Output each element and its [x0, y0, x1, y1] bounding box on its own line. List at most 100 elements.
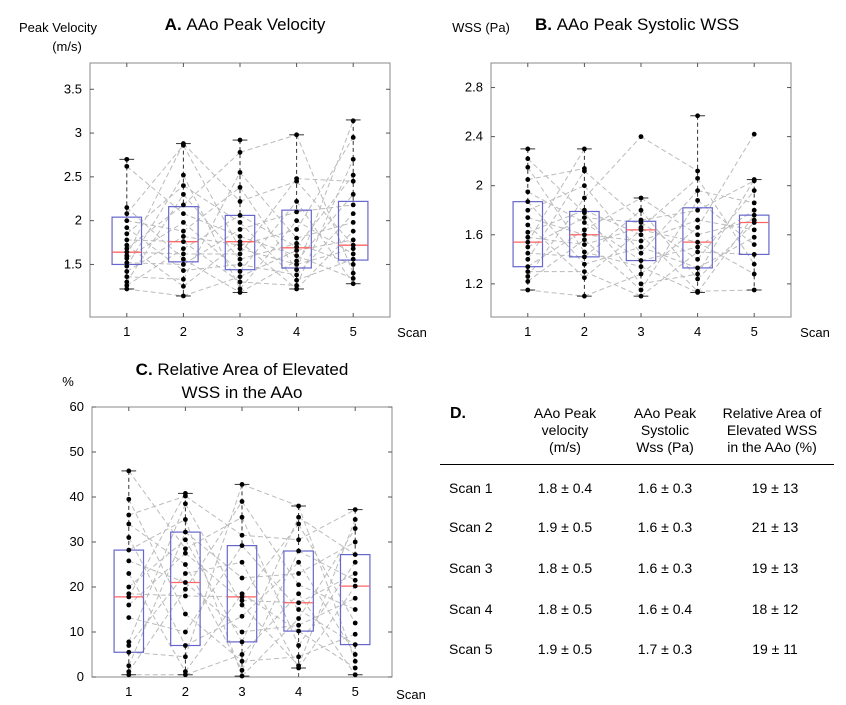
data-point — [296, 654, 302, 660]
data-point — [638, 271, 644, 277]
header-area-line3: in the AAo (%) — [727, 439, 817, 455]
data-point — [237, 137, 243, 143]
subject-connector — [527, 239, 585, 282]
subject-connector — [183, 228, 241, 265]
subject-connector — [296, 230, 354, 290]
data-point — [239, 543, 245, 548]
subject-connector — [239, 134, 297, 153]
subject-connector — [128, 560, 186, 583]
subject-connector — [584, 222, 642, 261]
data-point — [638, 281, 644, 287]
data-point — [296, 548, 302, 554]
data-point — [237, 246, 243, 252]
data-point — [350, 178, 356, 184]
row-label: Scan 1 — [449, 480, 493, 496]
chart-title-line2: WSS in the AAo — [182, 383, 303, 402]
data-point — [695, 276, 701, 282]
subject-connector — [640, 190, 698, 254]
subject-connector — [697, 236, 755, 269]
data-point — [180, 256, 186, 262]
subject-connector — [296, 180, 354, 246]
subject-connector — [183, 241, 241, 283]
data-point — [296, 514, 302, 520]
subject-connector — [126, 143, 184, 256]
data-point — [124, 249, 130, 255]
subject-connector — [241, 561, 299, 617]
y-axis-label-line2: (m/s) — [52, 39, 82, 54]
data-point — [237, 269, 243, 274]
subject-connector — [640, 227, 698, 275]
subject-connector — [527, 170, 585, 260]
data-point — [352, 583, 358, 589]
cell-wss: 1.7 ± 0.3 — [637, 641, 693, 657]
x-tick-label: 3 — [637, 324, 644, 339]
data-point — [237, 274, 243, 280]
data-point — [126, 591, 132, 597]
data-point — [751, 234, 757, 240]
subject-connector — [182, 172, 241, 280]
data-point — [180, 191, 186, 197]
subject-connector — [128, 573, 186, 672]
subject-connector — [184, 503, 243, 606]
data-point — [239, 482, 245, 487]
data-point — [350, 202, 356, 208]
data-point — [237, 213, 243, 218]
data-point — [294, 258, 300, 264]
subject-connector — [128, 523, 186, 565]
data-point — [126, 602, 132, 608]
data-point — [581, 227, 587, 233]
subject-connector — [697, 179, 755, 275]
y-tick-label: 2.8 — [465, 80, 483, 95]
x-tick-label: 2 — [581, 324, 588, 339]
data-point — [350, 251, 356, 257]
x-tick-label: 4 — [295, 684, 302, 699]
data-point — [239, 559, 245, 565]
x-tick-label: 4 — [694, 324, 701, 339]
data-point — [239, 673, 245, 679]
data-point — [239, 598, 245, 603]
y-tick-label: 3 — [75, 125, 82, 140]
data-point — [350, 228, 356, 234]
subject-connector — [640, 234, 698, 292]
data-point — [294, 277, 300, 283]
subject-connector — [128, 593, 186, 597]
data-point — [126, 547, 132, 553]
data-point — [294, 176, 300, 182]
data-point — [296, 521, 302, 527]
data-point — [294, 198, 300, 204]
data-point — [126, 669, 132, 674]
subject-connector — [128, 519, 186, 551]
subject-connector — [697, 289, 755, 292]
chart-title: B. AAo Peak Systolic WSS — [535, 15, 739, 34]
subject-connector — [241, 573, 299, 579]
subject-connector — [584, 271, 642, 297]
subject-connector — [640, 219, 698, 242]
subject-connector — [640, 209, 698, 221]
data-point — [126, 663, 132, 669]
data-point — [126, 571, 132, 576]
header-area-line2: Elevated WSS — [726, 422, 818, 438]
data-point — [294, 218, 300, 224]
data-point — [296, 582, 302, 588]
subject-connector — [239, 222, 297, 281]
data-point — [350, 246, 356, 252]
subject-connector — [126, 207, 184, 260]
subject-connector — [697, 133, 755, 228]
subject-connector — [183, 222, 241, 272]
data-point — [182, 586, 188, 592]
cell-velocity: 1.8 ± 0.5 — [537, 601, 593, 617]
x-tick-label: 3 — [238, 684, 245, 699]
data-point — [124, 225, 130, 231]
data-point — [237, 251, 243, 257]
data-point — [180, 268, 186, 273]
subject-connector — [183, 186, 241, 232]
subject-connector — [527, 201, 585, 265]
subject-connector — [239, 242, 297, 260]
subject-connector — [640, 222, 698, 260]
subject-connector — [184, 593, 243, 672]
subject-connector — [640, 197, 698, 236]
data-point — [126, 512, 132, 518]
data-point — [180, 202, 186, 208]
data-point — [581, 215, 587, 221]
cell-area: 19 ± 13 — [751, 480, 799, 496]
